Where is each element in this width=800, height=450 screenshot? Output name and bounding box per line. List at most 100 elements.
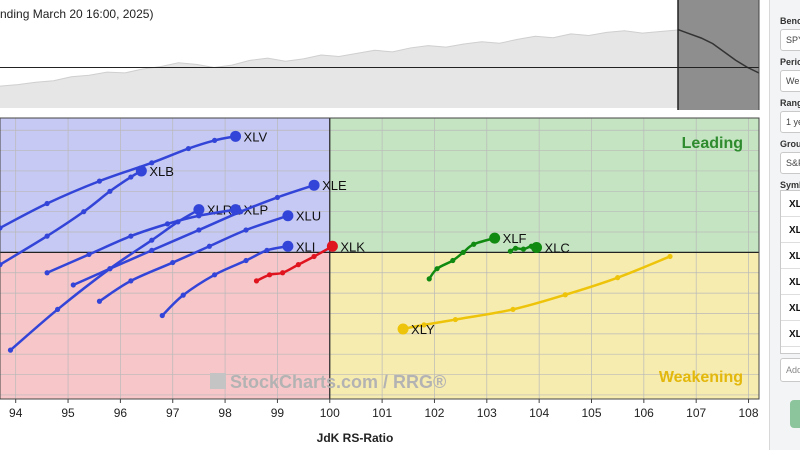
- tail-label-xlc: XLC: [545, 241, 570, 256]
- tail-point: [96, 298, 103, 304]
- group-select[interactable]: S&P: [780, 152, 800, 174]
- tail-point: [70, 282, 76, 288]
- tail-point: [452, 316, 458, 323]
- tail-point: [266, 272, 273, 278]
- symbol-row[interactable]: XL: [781, 191, 800, 217]
- tail-point: [180, 292, 186, 298]
- x-tick-label: 107: [686, 406, 706, 420]
- x-tick-label: 102: [424, 406, 444, 420]
- tail-label-xli: XLI: [296, 239, 316, 254]
- tail-xli[interactable]: XLI: [159, 239, 316, 319]
- symbol-row[interactable]: XL: [781, 321, 800, 347]
- symbol-row[interactable]: XL: [781, 295, 800, 321]
- tail-xlb[interactable]: XLB: [0, 164, 174, 268]
- add-symbol-input[interactable]: Add: [780, 358, 800, 382]
- tail-point: [44, 200, 50, 207]
- tail-point: [54, 306, 61, 313]
- tail-point: [0, 262, 3, 268]
- sparkline-subtitle: nding March 20 16:00, 2025): [0, 7, 153, 21]
- tail-point: [212, 137, 218, 143]
- tail-head-xli[interactable]: [282, 240, 294, 252]
- range-label: Rang: [780, 98, 800, 108]
- x-tick-label: 94: [9, 406, 23, 420]
- tail-head-xlk[interactable]: [326, 240, 338, 252]
- tail-point: [196, 227, 202, 233]
- tail-point: [44, 233, 50, 239]
- x-tick-label: 96: [114, 406, 128, 420]
- tail-point: [86, 251, 92, 258]
- quadrant-label-leading: Leading: [682, 135, 743, 152]
- tail-label-xlk: XLK: [340, 239, 365, 254]
- tail-head-xlv[interactable]: [230, 130, 242, 142]
- tail-point: [107, 188, 113, 194]
- tail-point: [238, 209, 244, 215]
- tail-xlv[interactable]: XLV: [0, 129, 268, 231]
- tail-head-xlu[interactable]: [282, 210, 294, 222]
- tail-point: [0, 225, 3, 231]
- tail-xlk[interactable]: XLK: [253, 239, 365, 284]
- tail-label-xlu: XLU: [296, 209, 321, 224]
- tail-line-xlu: [98, 214, 290, 303]
- x-tick-label: 104: [529, 406, 549, 420]
- tail-line-xlp: [45, 208, 237, 275]
- tail-xly[interactable]: XLY: [397, 253, 673, 337]
- tail-point: [149, 160, 155, 166]
- x-tick-label: 98: [218, 406, 232, 420]
- tail-point: [311, 253, 317, 260]
- tail-head-xlb[interactable]: [135, 165, 147, 177]
- tail-point: [170, 259, 176, 266]
- tail-head-xly[interactable]: [397, 323, 409, 335]
- tail-xlc[interactable]: XLC: [507, 241, 570, 256]
- x-tick-label: 108: [739, 406, 759, 420]
- tail-label-xlp: XLP: [244, 203, 269, 218]
- tail-point: [510, 306, 516, 313]
- rrg-chart: nding March 20 16:00, 2025) Leading Weak…: [0, 0, 769, 445]
- tail-point: [471, 241, 477, 247]
- tail-point: [128, 174, 134, 180]
- tail-head-xlre[interactable]: [193, 204, 205, 216]
- sparkline-selection[interactable]: [678, 0, 759, 110]
- tail-xlu[interactable]: XLU: [96, 209, 321, 304]
- symbol-row[interactable]: XL: [781, 269, 800, 295]
- tail-label-xlv: XLV: [244, 129, 268, 144]
- sparkline-selection-line: [677, 28, 760, 74]
- tail-point: [96, 178, 103, 184]
- x-axis-title: JdK RS-Ratio: [317, 431, 394, 445]
- quadrant-leading: [329, 118, 759, 253]
- tail-point: [149, 247, 155, 253]
- tail-point: [196, 213, 202, 219]
- tail-point: [243, 227, 249, 233]
- symbol-row[interactable]: XL: [781, 243, 800, 269]
- tail-label-xlf: XLF: [503, 231, 527, 246]
- benchmark-select[interactable]: SPY: [780, 29, 800, 51]
- symbol-row[interactable]: XL: [781, 217, 800, 243]
- tail-point: [280, 270, 286, 276]
- tail-point: [164, 221, 171, 227]
- x-tick-label: 101: [372, 406, 392, 420]
- tail-point: [149, 237, 155, 243]
- tail-head-xlf[interactable]: [489, 232, 501, 244]
- update-button[interactable]: [790, 400, 800, 428]
- tail-xlf[interactable]: XLF: [426, 231, 527, 282]
- period-select[interactable]: We: [780, 70, 800, 92]
- tail-head-xlc[interactable]: [531, 242, 543, 254]
- tail-point: [243, 257, 249, 264]
- tail-point: [667, 253, 673, 260]
- tail-head-xle[interactable]: [308, 179, 320, 191]
- benchmark-sparkline: nding March 20 16:00, 2025): [0, 0, 769, 110]
- tail-xlp[interactable]: XLP: [44, 203, 269, 276]
- quadrant-label-weakening: Weakening: [659, 369, 743, 386]
- x-tick-label: 95: [61, 406, 75, 420]
- benchmark-label: Bench: [780, 16, 800, 26]
- period-label: Perio: [780, 57, 800, 67]
- tail-point: [159, 312, 165, 319]
- tail-point: [7, 347, 14, 353]
- tail-point: [460, 249, 466, 255]
- range-select[interactable]: 1 ye: [780, 111, 800, 133]
- symbol-list: XL XL XL XL XL XL: [780, 190, 800, 354]
- tail-xle[interactable]: XLE: [70, 178, 347, 288]
- watermark: StockCharts.com / RRG®: [210, 372, 446, 392]
- x-axis-ticks: 94 95 96 97 98 99 100 101 102 103 104 105 106 107 108: [9, 399, 759, 420]
- tail-point: [128, 278, 134, 284]
